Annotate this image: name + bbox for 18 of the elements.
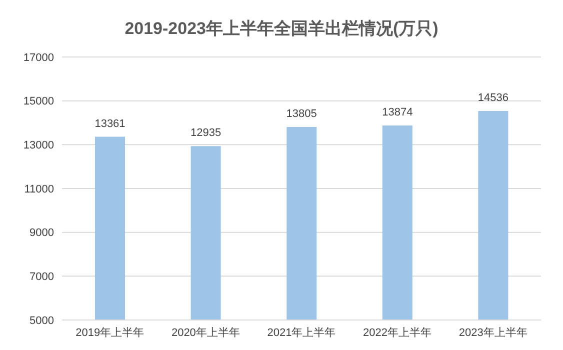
data-label: 13874 (382, 106, 413, 119)
y-tick-label: 17000 (23, 52, 54, 64)
x-tick-label: 2020年上半年 (171, 326, 240, 339)
chart-title: 2019-2023年上半年全国羊出栏情况(万只) (124, 18, 440, 40)
data-label: 13805 (286, 108, 317, 120)
y-tick-label: 5000 (30, 314, 54, 327)
x-tick-label: 2021年上半年 (267, 326, 336, 339)
data-label: 12935 (190, 127, 222, 140)
y-tick-label: 9000 (30, 227, 54, 240)
x-tick-label: 2023年上半年 (458, 326, 528, 339)
y-tick-label: 15000 (23, 96, 54, 108)
data-label: 14536 (478, 92, 508, 104)
x-tick-label: 2019年上半年 (76, 326, 144, 339)
y-tick-label: 13000 (23, 140, 54, 152)
y-tick-label: 11000 (24, 183, 54, 196)
y-tick-label: 7000 (30, 271, 54, 284)
data-label: 13361 (94, 118, 126, 130)
x-tick-label: 2022年上半年 (363, 326, 432, 339)
